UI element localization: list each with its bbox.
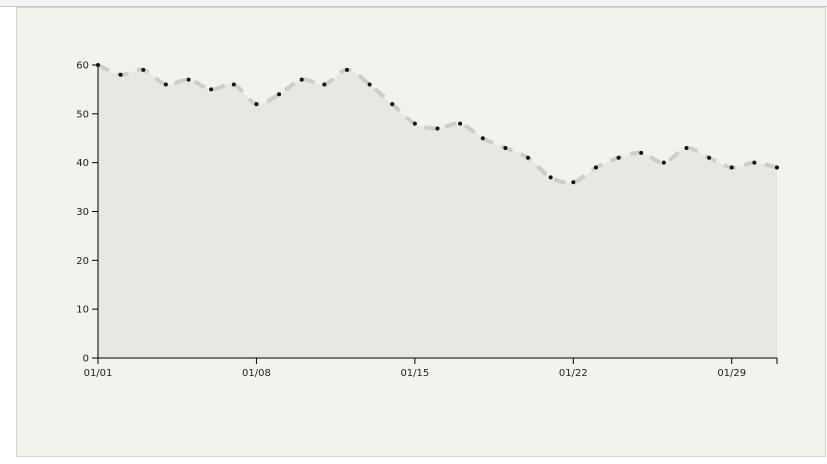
y-tick-label: 20 (76, 256, 89, 267)
data-point: 01/28: 41 (707, 155, 712, 160)
y-tick-label: 60 (76, 61, 89, 72)
x-tick-label: 01/29 (717, 368, 746, 379)
data-point: 01/14: 52 (390, 102, 395, 107)
data-point: 01/06: 55 (209, 87, 214, 92)
data-point: 01/04: 56 (163, 82, 168, 87)
y-tick-label: 30 (76, 207, 89, 218)
area-fill (98, 65, 777, 358)
y-tick-label: 50 (76, 109, 89, 120)
data-point: 01/29: 39 (729, 165, 734, 170)
data-point: 01/20: 41 (526, 155, 531, 160)
window-top-border (0, 0, 827, 7)
data-point: 01/22: 36 (571, 180, 576, 185)
data-point: 01/07: 56 (231, 82, 236, 87)
data-point: 01/18: 45 (480, 136, 485, 141)
data-point: 01/19: 43 (503, 146, 508, 151)
x-tick-label: 01/01 (84, 368, 113, 379)
x-tick-label: 01/22 (559, 368, 588, 379)
data-point: 01/05: 57 (186, 77, 191, 82)
data-point: 01/09: 54 (277, 92, 282, 97)
data-point: 01/24: 41 (616, 155, 621, 160)
area-chart: 0 10 20 30 40 50 60 01/01 01/08 01/15 01/22 01/29 0… (76, 61, 779, 379)
data-point: 01/26: 40 (661, 160, 666, 165)
data-point: 01/17: 48 (458, 121, 463, 126)
data-point: 01/25: 42 (639, 150, 644, 155)
x-tick-label: 01/08 (242, 368, 271, 379)
y-tick-label: 0 (83, 354, 89, 365)
x-tick-label: 01/15 (400, 368, 429, 379)
data-point: 01/12: 59 (344, 67, 349, 72)
data-point: 01/31: 39 (775, 165, 779, 170)
axes: 0 10 20 30 40 50 60 01/01 01/08 01/15 01/22 01/29 (76, 61, 778, 379)
data-points: 01/01: 60 01/02: 58 01/03: 59 01/04: 56 01/0… (96, 63, 779, 185)
y-tick-label: 40 (76, 158, 89, 169)
data-point: 01/30: 40 (752, 160, 757, 165)
chart-panel: 0 10 20 30 40 50 60 01/01 01/08 01/15 01/22 01/29 0… (16, 7, 826, 457)
data-point: 01/21: 37 (548, 175, 553, 180)
data-point: 01/01: 60 (96, 63, 100, 67)
data-point: 01/16: 47 (435, 126, 440, 131)
data-point: 01/08: 52 (254, 102, 259, 107)
data-point: 01/23: 39 (593, 165, 598, 170)
data-point: 01/11: 56 (322, 82, 327, 87)
data-point: 01/10: 57 (299, 77, 304, 82)
y-tick-label: 10 (76, 305, 89, 316)
area-fill-layer (98, 65, 777, 358)
data-point: 01/02: 58 (118, 72, 123, 77)
data-point: 01/03: 59 (141, 67, 146, 72)
data-point: 01/27: 43 (684, 146, 689, 151)
data-point: 01/13: 56 (367, 82, 372, 87)
data-point: 01/15: 48 (412, 121, 417, 126)
